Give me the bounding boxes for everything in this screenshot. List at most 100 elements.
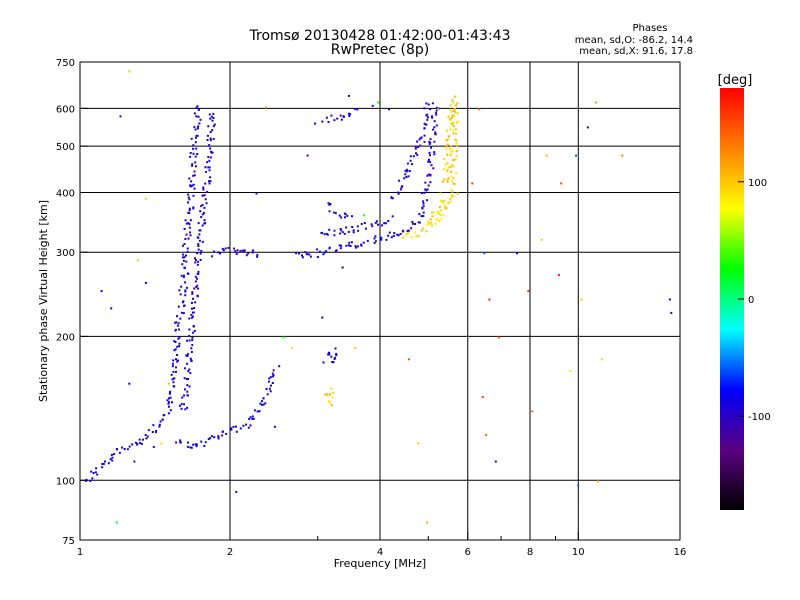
echo-point xyxy=(209,131,212,133)
echo-point xyxy=(222,249,225,252)
echo-point xyxy=(381,224,383,227)
echo-point xyxy=(331,396,334,399)
y-tick-label: 600 xyxy=(56,104,75,115)
echo-point xyxy=(197,115,200,118)
echo-point xyxy=(146,435,149,438)
echo-point xyxy=(188,177,191,180)
echo-point xyxy=(270,384,272,387)
echo-point xyxy=(198,122,201,125)
echo-point xyxy=(398,179,401,182)
y-tick-label: 300 xyxy=(56,248,75,259)
echo-point xyxy=(152,424,155,427)
x-tick-label: 16 xyxy=(674,547,687,558)
echo-point xyxy=(357,245,359,248)
echo-point xyxy=(415,152,417,155)
echo-point xyxy=(264,402,267,405)
echo-point xyxy=(427,173,430,176)
x-tick-label: 1 xyxy=(77,547,83,558)
echo-point xyxy=(455,142,458,145)
scatter-point xyxy=(388,108,390,111)
echo-point xyxy=(452,101,455,104)
echo-point xyxy=(437,210,440,213)
echo-point xyxy=(442,168,445,171)
echo-point xyxy=(207,166,210,169)
scatter-point xyxy=(152,445,155,448)
echo-point xyxy=(271,372,274,375)
echo-point xyxy=(406,232,408,235)
echo-point xyxy=(188,317,191,320)
echo-point xyxy=(392,234,395,237)
echo-point xyxy=(336,117,339,120)
echo-point xyxy=(187,222,190,225)
echo-point xyxy=(193,170,196,173)
echo-point xyxy=(184,388,186,391)
echo-point xyxy=(454,110,457,113)
echo-point xyxy=(342,115,345,118)
echo-point xyxy=(371,225,374,228)
echo-point xyxy=(446,181,449,184)
echo-point xyxy=(186,250,189,253)
echo-trace xyxy=(85,105,202,482)
echo-point xyxy=(191,292,194,295)
echo-point xyxy=(196,272,199,275)
echo-point xyxy=(406,168,409,171)
echo-point xyxy=(208,113,211,116)
echo-point xyxy=(405,170,408,173)
echo-point xyxy=(159,420,162,423)
echo-point xyxy=(184,408,187,411)
echo-point xyxy=(334,356,337,359)
echo-point xyxy=(412,222,414,225)
echo-point xyxy=(316,256,319,258)
echo-point xyxy=(422,200,425,203)
echo-point xyxy=(428,158,430,161)
echo-point xyxy=(429,108,432,111)
echo-point xyxy=(456,144,459,147)
echo-point xyxy=(200,440,203,443)
echo-point xyxy=(230,427,233,430)
echo-point xyxy=(321,120,324,123)
echo-point xyxy=(438,212,440,215)
echo-point xyxy=(176,354,179,356)
echo-point xyxy=(171,378,174,381)
echo-point xyxy=(331,361,334,363)
echo-point xyxy=(175,441,178,444)
scatter-point xyxy=(119,115,122,118)
scatter-point xyxy=(545,154,548,157)
echo-point xyxy=(354,245,357,248)
echo-point xyxy=(208,166,211,169)
echo-point xyxy=(166,399,169,402)
echo-point xyxy=(450,188,453,191)
echo-point xyxy=(403,177,406,180)
echo-traces xyxy=(85,95,460,482)
echo-point xyxy=(347,112,350,115)
echo-point xyxy=(444,163,447,166)
echo-point xyxy=(450,165,453,168)
echo-point xyxy=(259,402,262,405)
echo-point xyxy=(155,430,157,432)
scatter-point xyxy=(668,298,671,301)
echo-point xyxy=(446,138,448,141)
echo-point xyxy=(340,244,343,247)
echo-point xyxy=(206,190,209,193)
echo-point xyxy=(192,297,194,300)
echo-point xyxy=(197,287,200,290)
echo-point xyxy=(171,362,174,365)
echo-point xyxy=(173,377,175,380)
echo-point xyxy=(182,253,185,256)
echo-point xyxy=(448,135,450,138)
echo-point xyxy=(430,164,433,167)
echo-point xyxy=(195,443,198,446)
echo-point xyxy=(425,102,428,105)
echo-point xyxy=(179,439,182,442)
echo-point xyxy=(209,156,212,159)
echo-point xyxy=(203,211,205,214)
y-tick-label: 75 xyxy=(62,536,75,547)
phase-stats-title: Phases xyxy=(632,23,667,34)
scatter-point xyxy=(560,182,563,185)
echo-point xyxy=(376,220,378,223)
echo-point xyxy=(235,253,238,255)
echo-point xyxy=(341,231,344,234)
echo-point xyxy=(422,202,425,205)
echo-point xyxy=(175,366,177,369)
echo-point xyxy=(201,194,204,197)
